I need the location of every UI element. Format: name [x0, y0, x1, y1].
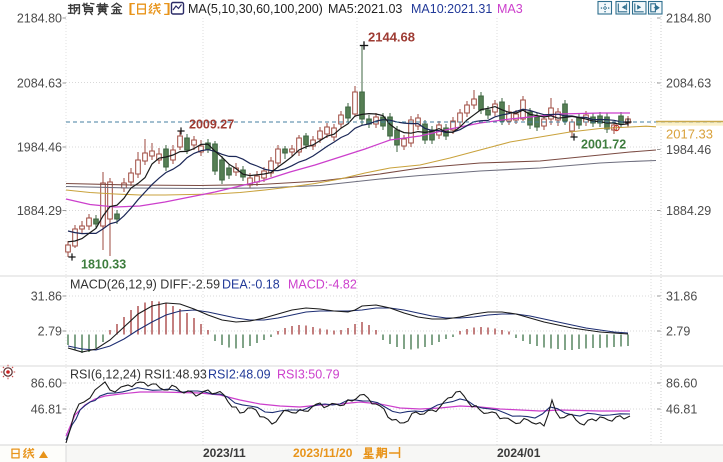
svg-text:MA(5,10,30,60,100,200): MA(5,10,30,60,100,200)	[188, 2, 323, 16]
svg-text:RSI3:50.79: RSI3:50.79	[277, 368, 340, 382]
svg-text:1984.46: 1984.46	[666, 143, 711, 157]
svg-text:2084.63: 2084.63	[17, 76, 62, 90]
svg-text:2.79: 2.79	[666, 324, 690, 338]
svg-text:MACD(26,12,9) DIFF:-2.59: MACD(26,12,9) DIFF:-2.59	[70, 278, 220, 292]
svg-text:2144.68: 2144.68	[368, 30, 415, 45]
svg-text:2184.80: 2184.80	[666, 11, 711, 25]
svg-text:DEA:-0.18: DEA:-0.18	[222, 278, 280, 292]
svg-text:1884.29: 1884.29	[666, 204, 711, 218]
svg-text:1810.33: 1810.33	[81, 258, 126, 272]
svg-text:2017.33: 2017.33	[666, 127, 713, 142]
svg-text:RSI2:48.09: RSI2:48.09	[208, 368, 271, 382]
svg-text:46.81: 46.81	[666, 402, 697, 416]
svg-text:1984.46: 1984.46	[17, 140, 62, 154]
svg-text:2024/01: 2024/01	[497, 446, 541, 460]
svg-text:31.86: 31.86	[31, 289, 62, 303]
svg-text:1884.29: 1884.29	[17, 204, 62, 218]
svg-text:2.79: 2.79	[38, 324, 62, 338]
svg-text:2023/11: 2023/11	[203, 446, 246, 460]
svg-text:86.60: 86.60	[666, 376, 697, 390]
svg-text:MACD:-4.82: MACD:-4.82	[288, 278, 357, 292]
svg-text:2184.80: 2184.80	[17, 11, 62, 25]
svg-text:MA10:2021.31: MA10:2021.31	[411, 2, 492, 16]
svg-text:MA5:2021.03: MA5:2021.03	[328, 2, 402, 16]
svg-text:MA3: MA3	[497, 2, 523, 16]
svg-text:2001.72: 2001.72	[581, 138, 626, 152]
svg-text:2084.63: 2084.63	[666, 76, 711, 90]
svg-text:86.60: 86.60	[31, 376, 62, 390]
svg-text:46.81: 46.81	[31, 402, 62, 416]
svg-text:2023/11/20: 2023/11/20	[293, 446, 353, 460]
svg-text:RSI(6,12,24) RSI1:48.93: RSI(6,12,24) RSI1:48.93	[70, 368, 207, 382]
svg-text:2009.27: 2009.27	[189, 118, 234, 132]
svg-text:31.86: 31.86	[666, 289, 697, 303]
